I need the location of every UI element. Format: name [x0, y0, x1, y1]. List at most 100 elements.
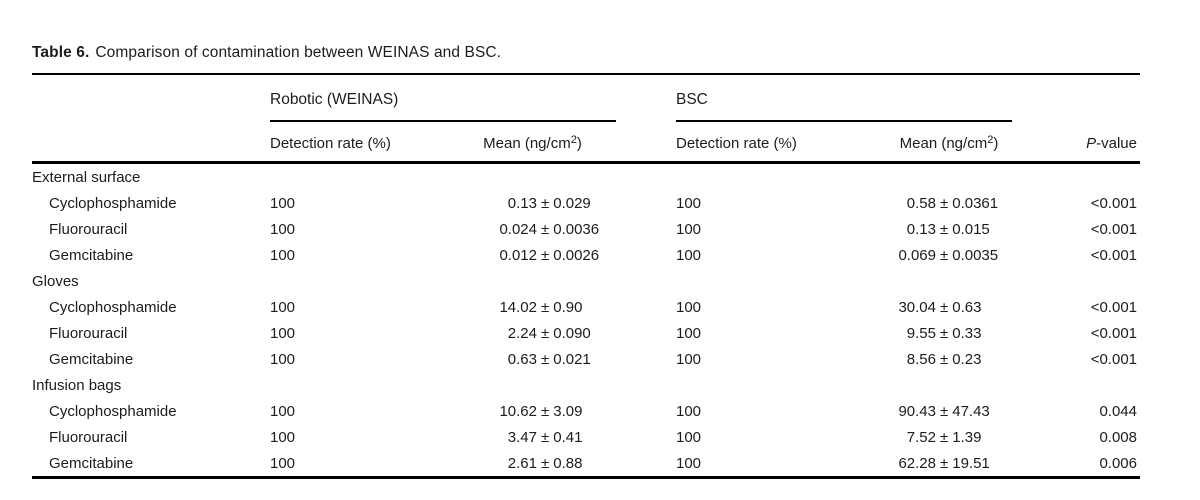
caption-label: Table 6.: [32, 44, 90, 61]
bsc-mean: 0.58: [906, 194, 936, 212]
section-label: Infusion bags: [32, 376, 122, 394]
drug-name: Gemcitabine: [49, 350, 134, 368]
bsc-mean: 8.56: [906, 350, 936, 368]
p-value: 0.008: [1099, 428, 1137, 446]
plus-minus: ±: [541, 324, 550, 342]
table-row: Gemcitabine 100 2.61 ±0.88 100 62.28 ±19.5…: [32, 450, 1140, 478]
column-header-bsc-mean: Mean (ng/cm2): [850, 122, 1020, 164]
weinas-sd: 0.41: [553, 428, 583, 446]
drug-name: Fluorouracil: [49, 324, 128, 342]
table-row: Fluorouracil 100 3.47 ±0.41 100 7.52 ±1.39…: [32, 424, 1140, 450]
column-header-row: Detection rate (%) Mean (ng/cm2) Detecti…: [32, 122, 1140, 164]
weinas-mean-cell: 14.02 ±0.90: [445, 294, 620, 320]
weinas-detection-rate: 100: [270, 324, 296, 342]
p-value: <0.001: [1090, 298, 1137, 316]
bsc-detection-rate: 100: [676, 428, 702, 446]
p-value: 0.006: [1099, 454, 1137, 472]
weinas-sd: 0.0036: [553, 220, 600, 238]
bsc-mean-cell: 90.43 ±47.43: [850, 398, 1020, 424]
section-label: External surface: [32, 168, 141, 186]
drug-name: Cyclophosphamide: [49, 298, 177, 316]
contamination-table: Robotic (WEINAS) BSC Detection rate (%) …: [32, 73, 1140, 479]
p-value: <0.001: [1090, 324, 1137, 342]
plus-minus: ±: [940, 350, 949, 368]
group-label-robotic: Robotic (WEINAS): [270, 91, 616, 122]
bsc-mean: 7.52: [906, 428, 936, 446]
table-row: Fluorouracil 100 0.024 ±0.0036 100 0.13 ±0…: [32, 216, 1140, 242]
weinas-mean: 0.63: [507, 350, 537, 368]
group-header-spacer: [1020, 73, 1140, 122]
table-row: Gemcitabine 100 0.012 ±0.0026 100 0.069 ±0…: [32, 242, 1140, 268]
weinas-detection-rate: 100: [270, 454, 296, 472]
weinas-detection-rate: 100: [270, 246, 296, 264]
drug-name: Cyclophosphamide: [49, 194, 177, 212]
bsc-sd: 0.015: [952, 220, 990, 238]
bsc-detection-rate: 100: [676, 454, 702, 472]
bsc-sd: 0.23: [952, 350, 982, 368]
bsc-sd: 19.51: [952, 454, 990, 472]
weinas-mean-cell: 2.61 ±0.88: [445, 450, 620, 478]
p-value: <0.001: [1090, 246, 1137, 264]
bsc-mean: 90.43: [898, 402, 936, 420]
drug-name: Gemcitabine: [49, 246, 134, 264]
plus-minus: ±: [541, 194, 550, 212]
weinas-detection-rate: 100: [270, 350, 296, 368]
weinas-mean-cell: 0.13 ±0.029: [445, 190, 620, 216]
weinas-detection-rate: 100: [270, 428, 296, 446]
bsc-detection-rate: 100: [676, 402, 702, 420]
drug-name: Fluorouracil: [49, 428, 128, 446]
bsc-mean: 0.13: [906, 220, 936, 238]
weinas-sd: 0.029: [553, 194, 591, 212]
bsc-mean-cell: 0.13 ±0.015: [850, 216, 1020, 242]
plus-minus: ±: [541, 350, 550, 368]
plus-minus: ±: [940, 194, 949, 212]
bsc-sd: 1.39: [952, 428, 982, 446]
bsc-mean: 9.55: [906, 324, 936, 342]
bsc-detection-rate: 100: [676, 298, 702, 316]
p-value: <0.001: [1090, 194, 1137, 212]
weinas-mean: 0.13: [507, 194, 537, 212]
weinas-mean-cell: 0.024 ±0.0036: [445, 216, 620, 242]
weinas-mean: 2.61: [507, 454, 537, 472]
plus-minus: ±: [541, 220, 550, 238]
weinas-detection-rate: 100: [270, 220, 296, 238]
group-header-row: Robotic (WEINAS) BSC: [32, 73, 1140, 122]
bsc-mean-cell: 62.28 ±19.51: [850, 450, 1020, 478]
bsc-detection-rate: 100: [676, 194, 702, 212]
bsc-mean-cell: 0.069 ±0.0035: [850, 242, 1020, 268]
group-header-robotic: Robotic (WEINAS): [270, 73, 620, 122]
bsc-detection-rate: 100: [676, 246, 702, 264]
drug-name: Fluorouracil: [49, 220, 128, 238]
weinas-sd: 0.090: [553, 324, 591, 342]
group-label-bsc: BSC: [676, 91, 1012, 122]
drug-name: Gemcitabine: [49, 454, 134, 472]
bsc-mean-cell: 9.55 ±0.33: [850, 320, 1020, 346]
plus-minus: ±: [940, 324, 949, 342]
group-header-spacer: [32, 73, 270, 122]
weinas-mean: 2.24: [507, 324, 537, 342]
weinas-mean: 0.024: [499, 220, 537, 238]
bsc-mean: 62.28: [898, 454, 936, 472]
plus-minus: ±: [541, 246, 550, 264]
group-header-bsc: BSC: [620, 73, 1020, 122]
plus-minus: ±: [541, 298, 550, 316]
bsc-mean-cell: 30.04 ±0.63: [850, 294, 1020, 320]
weinas-mean: 14.02: [499, 298, 537, 316]
bsc-sd: 47.43: [952, 402, 990, 420]
bsc-mean-cell: 0.58 ±0.0361: [850, 190, 1020, 216]
plus-minus: ±: [940, 402, 949, 420]
bsc-sd: 0.63: [952, 298, 982, 316]
section-row: Gloves: [32, 268, 1140, 294]
p-value: 0.044: [1099, 402, 1137, 420]
table-row: Cyclophosphamide 100 0.13 ±0.029 100 0.58…: [32, 190, 1140, 216]
bsc-sd: 0.0035: [952, 246, 999, 264]
table-row: Gemcitabine 100 0.63 ±0.021 100 8.56 ±0.23…: [32, 346, 1140, 372]
bsc-mean-cell: 8.56 ±0.23: [850, 346, 1020, 372]
plus-minus: ±: [940, 428, 949, 446]
column-header-p-value: P-value: [1020, 122, 1140, 164]
section-label: Gloves: [32, 272, 79, 290]
column-header-weinas-mean: Mean (ng/cm2): [445, 122, 620, 164]
column-header-weinas-detection-rate: Detection rate (%): [270, 122, 445, 164]
weinas-detection-rate: 100: [270, 298, 296, 316]
table-row: Cyclophosphamide 100 10.62 ±3.09 100 90.4…: [32, 398, 1140, 424]
